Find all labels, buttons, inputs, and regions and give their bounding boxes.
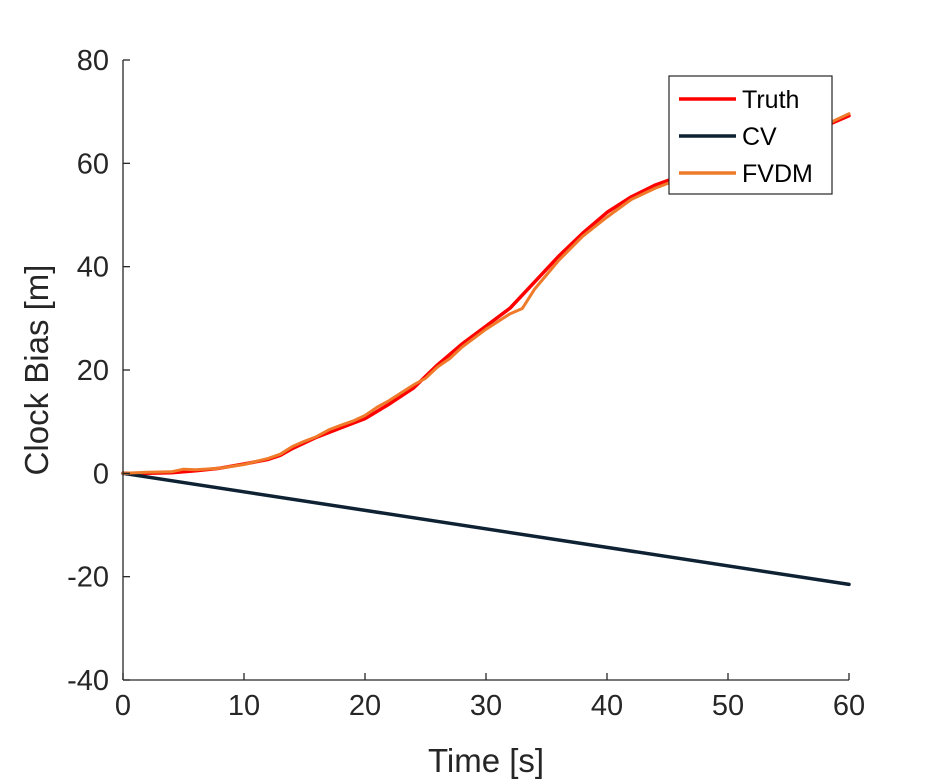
x-axis-title: Time [s] bbox=[428, 742, 544, 779]
x-tick-label: 40 bbox=[591, 690, 623, 722]
y-tick-label: 0 bbox=[93, 458, 109, 490]
y-axis-title: Clock Bias [m] bbox=[18, 265, 55, 476]
x-tick-label: 20 bbox=[349, 690, 381, 722]
legend-label-cv: CV bbox=[742, 123, 777, 151]
y-tick-label: 40 bbox=[77, 252, 109, 284]
y-tick-label: 60 bbox=[77, 148, 109, 180]
y-tick-label: -20 bbox=[67, 562, 109, 594]
series-line-cv bbox=[121, 471, 851, 587]
x-tick-label: 10 bbox=[228, 690, 260, 722]
tick-labels: 0 10 20 30 40 50 60 -40 -20 0 20 40 60 80 bbox=[67, 45, 865, 722]
y-tick-label: 80 bbox=[77, 45, 109, 77]
y-tick-label: 20 bbox=[77, 355, 109, 387]
axes bbox=[122, 59, 850, 681]
legend-label-fvdm: FVDM bbox=[742, 160, 813, 188]
x-tick-label: 0 bbox=[115, 690, 131, 722]
x-tick-label: 30 bbox=[470, 690, 502, 722]
x-tick-label: 50 bbox=[712, 690, 744, 722]
legend: Truth CV FVDM bbox=[668, 75, 833, 195]
legend-label-truth: Truth bbox=[742, 86, 799, 114]
y-tick-label: -40 bbox=[67, 665, 109, 697]
x-tick-label: 60 bbox=[833, 690, 865, 722]
